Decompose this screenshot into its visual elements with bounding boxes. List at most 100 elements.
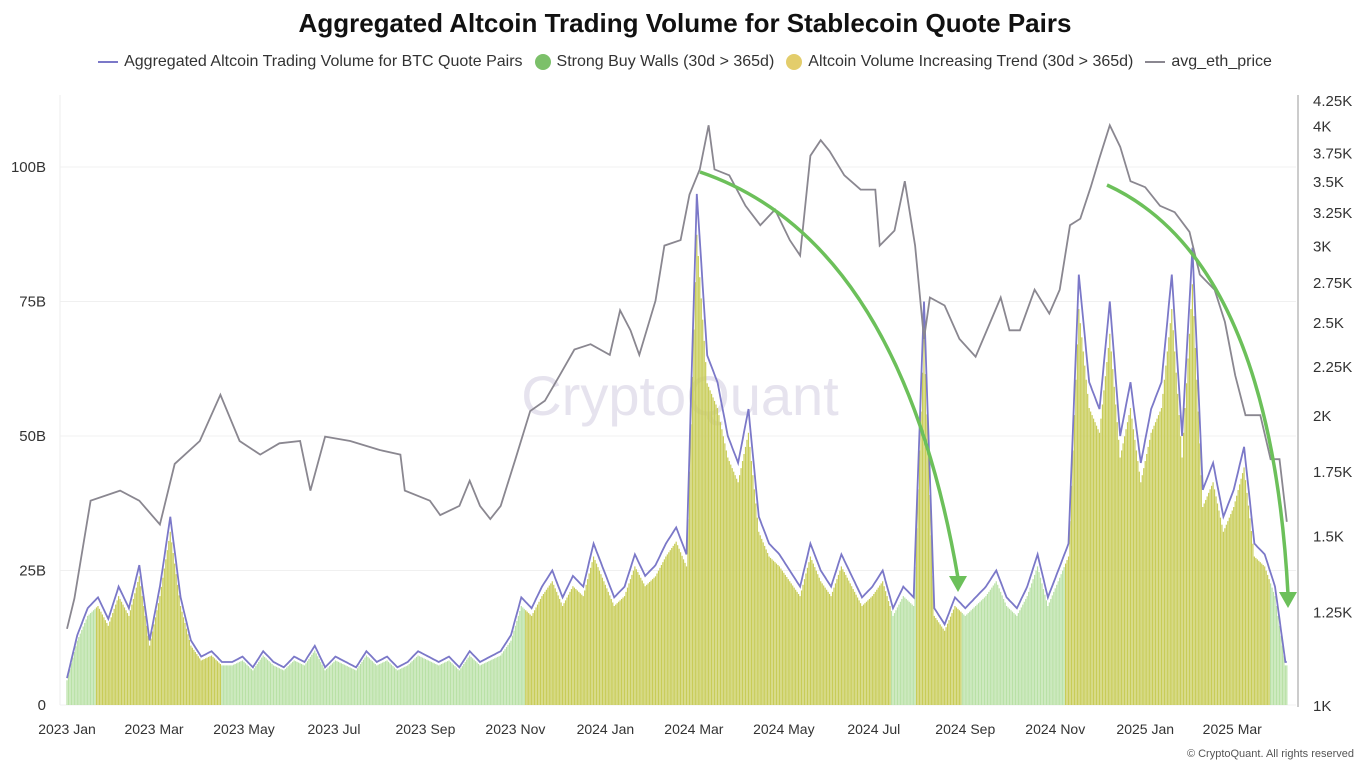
volume-bar <box>957 608 959 705</box>
volume-bar <box>926 414 928 705</box>
volume-bar <box>1255 557 1257 705</box>
volume-bar <box>362 659 365 705</box>
volume-bar <box>1225 524 1227 705</box>
volume-bar <box>688 471 691 705</box>
legend-item-eth-price[interactable]: avg_eth_price <box>1145 53 1272 71</box>
volume-bar <box>758 531 760 705</box>
volume-bar <box>764 545 766 705</box>
volume-bar <box>404 666 406 705</box>
volume-bar <box>1107 347 1109 705</box>
chart-title: Aggregated Altcoin Trading Volume for St… <box>298 8 1072 38</box>
volume-bar <box>389 663 391 705</box>
volume-bar <box>1278 625 1281 705</box>
volume-bar <box>255 666 257 705</box>
volume-bar <box>361 661 363 705</box>
volume-bar <box>342 663 344 705</box>
volume-bar <box>570 589 573 705</box>
volume-bar <box>398 669 400 705</box>
volume-bar <box>402 667 404 705</box>
volume-bar <box>236 663 238 705</box>
volume-bar <box>848 580 850 705</box>
volume-bar <box>441 663 443 705</box>
legend-item-strong-buy-walls[interactable]: Strong Buy Walls (30d > 365d) <box>534 53 775 71</box>
volume-bar <box>507 644 509 705</box>
volume-bar <box>972 608 974 705</box>
volume-bar <box>795 589 797 705</box>
volume-bar <box>343 664 345 705</box>
volume-bar <box>212 656 214 705</box>
volume-bar <box>584 590 586 705</box>
volume-bar <box>1097 429 1099 705</box>
volume-bar <box>206 657 208 705</box>
volume-bar <box>131 604 133 705</box>
volume-bar <box>994 583 996 705</box>
volume-bar <box>929 494 931 705</box>
volume-bar <box>1237 490 1239 705</box>
volume-bar <box>581 594 583 705</box>
trend-arrow-2-head <box>1279 592 1297 608</box>
volume-bar <box>1261 563 1263 705</box>
volume-bar <box>905 598 907 705</box>
volume-bar <box>737 482 739 705</box>
volume-bar <box>786 577 788 705</box>
volume-bar <box>501 653 503 705</box>
volume-bar <box>135 587 137 705</box>
volume-bar <box>247 666 250 705</box>
volume-bar <box>191 647 193 705</box>
volume-bar <box>1014 614 1017 705</box>
volume-bar <box>78 637 80 705</box>
volume-bar <box>861 606 863 705</box>
volume-bar <box>952 609 955 705</box>
volume-bar <box>1178 415 1180 705</box>
volume-bar <box>138 576 140 705</box>
volume-bar <box>1041 583 1043 705</box>
volume-bar <box>386 660 388 705</box>
volume-bar <box>811 560 813 705</box>
volume-bar <box>252 670 254 705</box>
volume-bar <box>1159 411 1161 705</box>
legend-item-btc-volume[interactable]: Aggregated Altcoin Trading Volume for BT… <box>98 53 523 71</box>
volume-bar <box>983 597 986 705</box>
volume-bar <box>1264 566 1266 705</box>
volume-bar <box>182 617 185 705</box>
volume-bar <box>823 585 825 705</box>
volume-bar <box>1222 531 1224 705</box>
volume-bar <box>771 559 773 705</box>
volume-bar <box>1206 496 1208 705</box>
volume-bar <box>762 542 764 705</box>
volume-bar <box>396 670 398 705</box>
volume-bar <box>418 656 421 705</box>
volume-bar <box>663 559 665 705</box>
volume-bar <box>646 584 648 705</box>
volume-bar <box>213 658 216 705</box>
volume-bar <box>812 563 814 705</box>
volume-bar <box>998 588 1000 705</box>
volume-bar <box>594 560 596 705</box>
volume-bar <box>271 663 273 705</box>
volume-bar <box>157 603 160 705</box>
volume-bar <box>1208 492 1210 705</box>
volume-bar <box>914 567 916 705</box>
legend-item-volume-increasing[interactable]: Altcoin Volume Increasing Trend (30d > 3… <box>786 53 1133 71</box>
volume-bar <box>765 549 767 705</box>
volume-bar <box>1144 461 1146 705</box>
volume-bar <box>408 663 410 705</box>
volume-bar <box>830 596 832 705</box>
volume-bar <box>528 613 530 705</box>
volume-bar <box>368 658 370 705</box>
volume-bar <box>1007 607 1009 705</box>
volume-bar <box>1008 608 1011 705</box>
volume-bar <box>356 668 359 705</box>
volume-bar <box>901 598 903 705</box>
volume-bar <box>644 586 646 705</box>
volume-bar <box>1271 587 1273 705</box>
volume-bar <box>202 659 204 705</box>
volume-bar <box>806 567 809 705</box>
volume-bar <box>311 654 313 705</box>
volume-bar <box>526 611 528 705</box>
volume-bar <box>892 615 894 705</box>
volume-bar <box>569 591 571 705</box>
legend-label: Strong Buy Walls (30d > 365d) <box>556 53 775 70</box>
volume-bar <box>1240 478 1242 705</box>
volume-bar <box>497 656 499 705</box>
